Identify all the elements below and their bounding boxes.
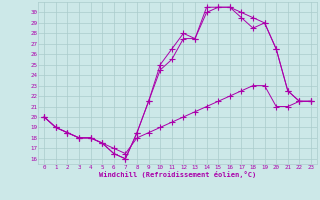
X-axis label: Windchill (Refroidissement éolien,°C): Windchill (Refroidissement éolien,°C) [99, 171, 256, 178]
